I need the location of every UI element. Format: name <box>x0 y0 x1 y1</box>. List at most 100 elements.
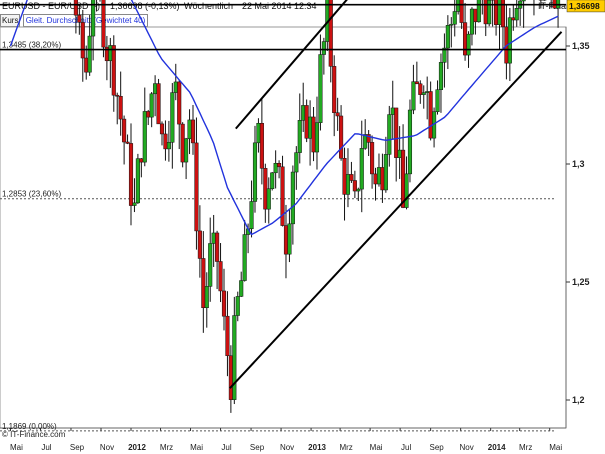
x-tick-label: 2014 <box>488 443 506 452</box>
candle-body <box>507 17 512 64</box>
datetime-label: 22 Mai 2014 12:34 <box>242 1 317 11</box>
candle-body <box>483 0 488 25</box>
y-tick-label: 1,25 <box>572 277 590 287</box>
candle-body <box>115 94 120 97</box>
candle-body <box>235 296 240 316</box>
candle-body <box>311 116 316 153</box>
candle-body <box>132 202 137 206</box>
footer-copyright: © IT-Finance.com <box>2 430 66 439</box>
candle-body <box>259 123 264 169</box>
y-tick-label: 1,3 <box>572 159 585 169</box>
candle-body <box>328 0 333 67</box>
candle-body <box>373 173 378 185</box>
x-tick-label: Jul <box>41 443 51 452</box>
candle-body <box>456 0 461 12</box>
x-tick-label: Mai <box>549 443 562 452</box>
candle-body <box>91 0 96 37</box>
candle-body <box>335 112 340 117</box>
interval-label[interactable]: Wöchentlich <box>184 1 234 11</box>
fib-level-label: 1,1869 (0,00%) <box>2 422 57 431</box>
candle-body <box>287 223 292 255</box>
fib-level-label: 1,2853 (23,60%) <box>2 190 61 199</box>
candle-body <box>166 142 171 150</box>
candle-body <box>345 174 351 195</box>
candle-body <box>390 107 395 115</box>
candle-body <box>177 81 182 125</box>
candle-body <box>252 142 258 202</box>
candle-body <box>80 22 85 59</box>
candle-body <box>308 116 313 139</box>
candle-body <box>283 225 289 255</box>
candle-body <box>469 8 475 35</box>
candle-body <box>342 158 347 195</box>
candle-body <box>421 92 426 95</box>
candle-body <box>473 8 478 23</box>
candle-body <box>221 290 227 317</box>
trendline-channel-lower <box>229 31 563 389</box>
candle-body <box>297 120 302 153</box>
candle-body <box>194 142 199 232</box>
candle-body <box>452 11 457 25</box>
candle-body <box>273 163 278 174</box>
candle-body <box>425 91 430 93</box>
last-price-box <box>566 0 605 13</box>
chart-title: EURUSD - EUR/USD (-) <box>2 1 100 11</box>
candle-body <box>500 0 506 28</box>
x-tick-label: Mrz <box>160 443 173 452</box>
candle-body <box>380 167 385 191</box>
x-tick-label: Mrz <box>339 443 352 452</box>
candle-body <box>187 119 192 140</box>
x-tick-label: Nov <box>100 443 114 452</box>
candle-body <box>411 81 416 111</box>
candle-body <box>201 258 206 309</box>
candle-body <box>401 149 406 208</box>
candle-body <box>397 149 402 158</box>
candle-body <box>349 174 354 181</box>
x-tick-label: Nov <box>460 443 474 452</box>
candle-body <box>249 201 254 230</box>
candle-body <box>442 47 447 63</box>
candle-body <box>514 8 519 21</box>
candle-body <box>370 142 375 175</box>
candle-body <box>394 107 399 158</box>
y-axis-panel <box>566 27 605 428</box>
candle-body <box>197 230 202 259</box>
candle-body <box>266 188 271 210</box>
candle-body <box>159 123 165 135</box>
candle-body <box>314 122 320 153</box>
candle-body <box>318 54 323 123</box>
candle-body <box>215 232 220 262</box>
candle-body <box>211 232 216 244</box>
candle-body <box>521 0 526 2</box>
candle-body <box>256 123 261 144</box>
candle-body <box>87 35 92 73</box>
candle-body <box>101 0 106 48</box>
x-tick-label: 2013 <box>308 443 326 452</box>
candle-body <box>170 92 175 143</box>
x-tick-label: Mai <box>10 443 23 452</box>
candle-body <box>404 173 409 208</box>
candle-body <box>301 105 306 121</box>
candle-body <box>156 83 161 125</box>
candle-body <box>438 62 444 90</box>
candle-body <box>487 0 492 25</box>
candle-body <box>111 45 116 96</box>
candle-body <box>494 0 499 25</box>
x-tick-label: Mai <box>370 443 383 452</box>
candle-body <box>445 25 450 49</box>
candle-body <box>118 96 123 120</box>
x-tick-label: Jul <box>401 443 411 452</box>
candle-body <box>511 17 516 21</box>
candle-body <box>218 261 223 292</box>
x-tick-label: Sep <box>430 443 445 452</box>
candle-body <box>84 57 89 73</box>
candle-body <box>359 148 364 190</box>
candle-body <box>173 81 178 93</box>
candle-body <box>180 123 185 163</box>
candle-body <box>139 158 144 163</box>
candle-body <box>280 166 285 226</box>
candle-body <box>146 111 151 118</box>
candle-body <box>125 141 130 144</box>
candle-body <box>449 23 454 26</box>
